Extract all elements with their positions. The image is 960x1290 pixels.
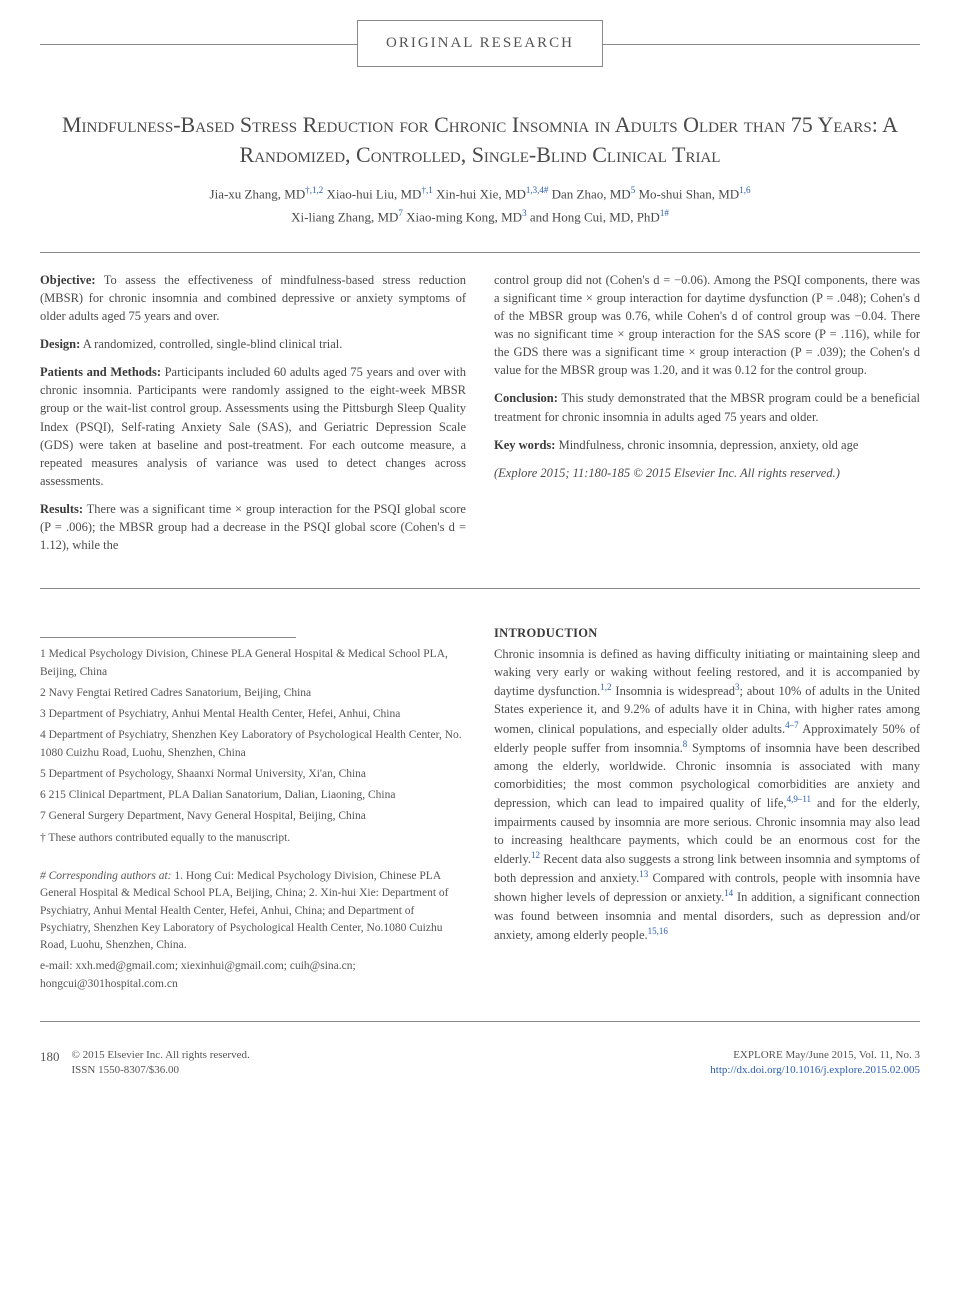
footer-doi-link[interactable]: http://dx.doi.org/10.1016/j.explore.2015… xyxy=(710,1064,920,1076)
affiliation: 4 Department of Psychiatry, Shenzhen Key… xyxy=(40,727,466,762)
affiliation: 1 Medical Psychology Division, Chinese P… xyxy=(40,646,466,681)
divider-bottom xyxy=(40,1021,920,1022)
footer-copyright: © 2015 Elsevier Inc. All rights reserved… xyxy=(72,1048,250,1063)
footer-journal: EXPLORE May/June 2015, Vol. 11, No. 3 xyxy=(710,1048,920,1063)
footer-left: 180 © 2015 Elsevier Inc. All rights rese… xyxy=(40,1048,250,1079)
abstract-objective: Objective: To assess the effectiveness o… xyxy=(40,271,466,325)
header-rule-container: ORIGINAL RESEARCH xyxy=(0,20,960,70)
abstract-results-cont: control group did not (Cohen's d = −0.06… xyxy=(494,271,920,380)
page-footer: 180 © 2015 Elsevier Inc. All rights rese… xyxy=(40,1040,920,1079)
divider-top xyxy=(40,252,920,253)
corresponding-authors: # Corresponding authors at: 1. Hong Cui:… xyxy=(40,868,466,954)
author-list: Jia-xu Zhang, MD†,1,2 Xiao-hui Liu, MD†,… xyxy=(60,183,900,227)
introduction-body: Chronic insomnia is defined as having di… xyxy=(494,645,920,944)
article-title: Mindfulness-Based Stress Reduction for C… xyxy=(60,110,900,169)
abstract-results: Results: There was a significant time × … xyxy=(40,500,466,554)
abstract-design: Design: A randomized, controlled, single… xyxy=(40,335,466,353)
email-link[interactable]: xxh.med@gmail.com; xiexinhui@gmail.com; … xyxy=(40,960,356,989)
affiliation: 3 Department of Psychiatry, Anhui Mental… xyxy=(40,706,466,723)
abstract-conclusion: Conclusion: This study demonstrated that… xyxy=(494,389,920,425)
affiliation: 6 215 Clinical Department, PLA Dalian Sa… xyxy=(40,787,466,804)
abstract-citation: (Explore 2015; 11:180-185 © 2015 Elsevie… xyxy=(494,464,920,482)
affiliation: 2 Navy Fengtai Retired Cadres Sanatorium… xyxy=(40,685,466,702)
abstract-right-col: control group did not (Cohen's d = −0.06… xyxy=(494,271,920,565)
category-badge: ORIGINAL RESEARCH xyxy=(357,20,603,67)
affiliation: 7 General Surgery Department, Navy Gener… xyxy=(40,808,466,825)
abstract-section: Objective: To assess the effectiveness o… xyxy=(40,271,920,565)
abstract-keywords: Key words: Mindfulness, chronic insomnia… xyxy=(494,436,920,454)
footer-right: EXPLORE May/June 2015, Vol. 11, No. 3 ht… xyxy=(710,1048,920,1079)
affiliations-rule xyxy=(40,637,296,638)
affiliations-col: 1 Medical Psychology Division, Chinese P… xyxy=(40,607,466,997)
affiliation-note: † These authors contributed equally to t… xyxy=(40,830,466,847)
divider-mid xyxy=(40,588,920,589)
title-block: Mindfulness-Based Stress Reduction for C… xyxy=(60,110,900,228)
page-number: 180 xyxy=(40,1048,60,1066)
abstract-methods: Patients and Methods: Participants inclu… xyxy=(40,363,466,490)
affiliations-list: 1 Medical Psychology Division, Chinese P… xyxy=(40,646,466,993)
introduction-heading: INTRODUCTION xyxy=(494,625,920,643)
abstract-left-col: Objective: To assess the effectiveness o… xyxy=(40,271,466,565)
footer-issn: ISSN 1550-8307/$36.00 xyxy=(72,1063,250,1078)
affiliation: 5 Department of Psychology, Shaanxi Norm… xyxy=(40,766,466,783)
corresponding-emails: e-mail: xxh.med@gmail.com; xiexinhui@gma… xyxy=(40,958,466,993)
introduction-col: INTRODUCTION Chronic insomnia is defined… xyxy=(494,607,920,997)
lower-block: 1 Medical Psychology Division, Chinese P… xyxy=(40,607,920,997)
